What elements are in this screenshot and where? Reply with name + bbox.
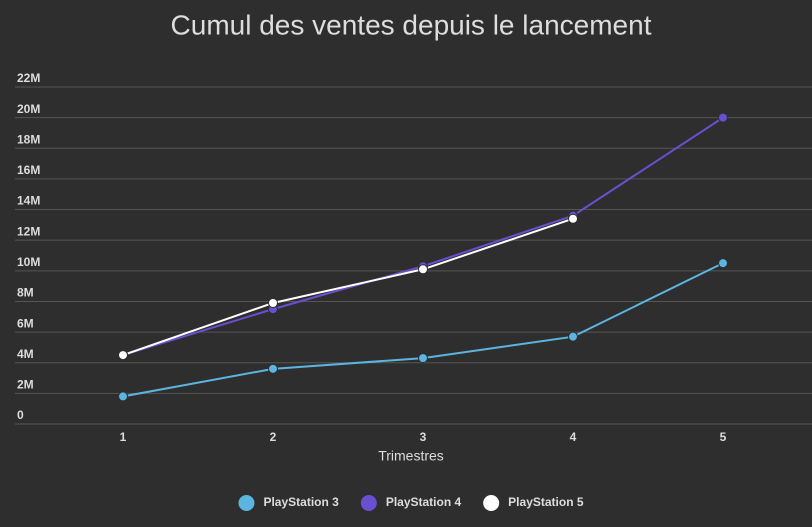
y-tick-label: 16M: [17, 163, 40, 177]
y-tick-label: 18M: [17, 132, 40, 146]
y-tick-label: 8M: [17, 286, 34, 300]
data-point: [718, 258, 728, 269]
y-tick-label: 20M: [17, 102, 40, 116]
legend-marker: [483, 495, 500, 511]
data-point: [568, 213, 578, 224]
data-point: [118, 350, 128, 361]
y-tick-label: 14M: [17, 194, 40, 208]
legend-label: PlayStation 4: [386, 495, 462, 509]
data-point: [418, 264, 428, 275]
legend-marker: [238, 495, 255, 511]
x-tick-label: 4: [570, 430, 577, 444]
chart-title: Cumul des ventes depuis le lancement: [171, 9, 652, 40]
y-tick-label: 2M: [17, 378, 34, 392]
x-tick-label: 3: [420, 430, 427, 444]
data-point: [568, 331, 578, 342]
y-tick-label: 12M: [17, 224, 40, 238]
legend-marker: [360, 495, 377, 511]
y-tick-label: 10M: [17, 255, 40, 269]
data-point: [118, 391, 128, 402]
x-axis-title: Trimestres: [378, 448, 444, 464]
y-tick-label: 22M: [17, 71, 40, 85]
data-point: [418, 353, 428, 364]
series-line: [122, 262, 724, 398]
x-tick-label: 5: [720, 430, 727, 444]
y-tick-label: 4M: [17, 347, 34, 361]
y-tick-label: 6M: [17, 316, 34, 330]
legend: PlayStation 3 PlayStation 4 PlayStation 5: [238, 495, 584, 511]
series-line: [122, 217, 574, 357]
x-tick-label: 2: [270, 430, 277, 444]
data-point: [268, 363, 278, 374]
legend-label: PlayStation 5: [508, 495, 584, 509]
data-point: [718, 112, 728, 123]
series-line: [122, 116, 724, 357]
x-tick-label: 1: [120, 430, 127, 444]
data-point: [268, 297, 278, 308]
legend-label: PlayStation 3: [263, 495, 339, 509]
y-tick-label: 0: [17, 408, 24, 422]
